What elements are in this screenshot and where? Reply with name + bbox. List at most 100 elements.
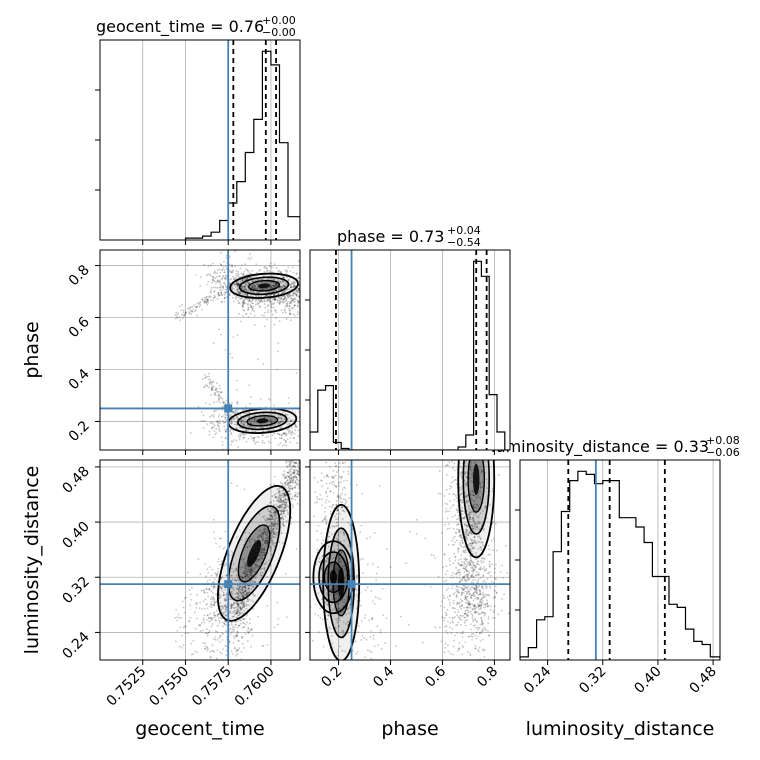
distance-vs-geocent-time-sample-point xyxy=(208,566,211,568)
distance-vs-geocent-time-sample-point xyxy=(238,624,241,627)
phase-vs-geocent-time-sample-point xyxy=(236,284,239,287)
distance-vs-geocent-time-sample-point xyxy=(240,602,243,605)
distance-vs-phase-sample-point xyxy=(452,527,455,530)
distance-vs-phase-sample-point xyxy=(335,618,338,620)
distance-vs-geocent-time-sample-point xyxy=(239,575,242,578)
distance-vs-phase-sample-point xyxy=(487,616,490,618)
distance-vs-phase-sample-point xyxy=(452,602,455,605)
distance-vs-phase-sample-point xyxy=(501,564,504,567)
phase-vs-geocent-time-sample-point xyxy=(288,309,291,312)
distance-vs-geocent-time-sample-point xyxy=(183,597,186,600)
phase-vs-geocent-time-sample-point xyxy=(249,402,252,405)
phase-vs-geocent-time-sample-point xyxy=(234,276,237,279)
phase-vs-geocent-time-sample-point xyxy=(268,420,271,423)
distance-vs-geocent-time-sample-point xyxy=(240,619,242,622)
distance-vs-geocent-time-sample-point xyxy=(271,522,273,525)
distance-vs-geocent-time-sample-point xyxy=(282,508,284,511)
distance-vs-phase-sample-point xyxy=(456,509,458,511)
distance-vs-geocent-time-sample-point xyxy=(286,474,289,477)
distance-vs-geocent-time-sample-point xyxy=(296,452,298,454)
phase-vs-geocent-time-sample-point xyxy=(213,290,216,293)
distance-vs-phase-sample-point xyxy=(481,586,484,589)
distance-vs-geocent-time-sample-point xyxy=(277,618,280,620)
phase-vs-geocent-time-sample-point xyxy=(245,429,248,432)
distance-vs-geocent-time-sample-point xyxy=(205,603,208,606)
distance-vs-geocent-time-sample-point xyxy=(241,627,244,629)
distance-vs-geocent-time-sample-point xyxy=(230,607,233,610)
distance-vs-phase-sample-point xyxy=(468,635,471,637)
distance-vs-geocent-time-sample-point xyxy=(237,610,239,613)
phase-vs-geocent-time-sample-point xyxy=(238,291,240,294)
phase-vs-geocent-time-sample-point xyxy=(283,285,285,287)
phase-vs-geocent-time-sample-point xyxy=(237,283,240,286)
phase-vs-geocent-time-sample-point xyxy=(248,425,251,427)
phase-vs-geocent-time-sample-point xyxy=(239,267,242,270)
distance-vs-geocent-time-sample-point xyxy=(239,591,242,593)
distance-vs-phase-sample-point xyxy=(459,542,462,544)
distance-vs-phase-sample-point xyxy=(461,579,464,582)
distance-vs-geocent-time-sample-point xyxy=(202,589,205,592)
distance-vs-geocent-time-sample-point xyxy=(284,494,287,496)
distance-vs-geocent-time-sample-point xyxy=(283,500,285,502)
distance-vs-phase-sample-point xyxy=(326,539,329,542)
distance-vs-geocent-time-sample-point xyxy=(244,575,246,577)
phase-vs-geocent-time-sample-point xyxy=(289,431,292,434)
distance-vs-geocent-time-sample-point xyxy=(275,524,278,527)
distance-vs-geocent-time-sample-point xyxy=(231,612,234,614)
distance-vs-geocent-time-sample-point xyxy=(269,547,272,549)
distance-vs-geocent-time-sample-point xyxy=(248,532,251,534)
phase-vs-geocent-time-sample-point xyxy=(220,391,223,394)
distance-vs-geocent-time-sample-point xyxy=(248,568,251,571)
phase-vs-geocent-time-sample-point xyxy=(296,425,298,428)
phase-vs-geocent-time-sample-point xyxy=(295,372,298,374)
phase-vs-geocent-time-sample-point xyxy=(282,432,285,435)
distance-vs-geocent-time-sample-point xyxy=(295,461,298,464)
distance-vs-phase-sample-point xyxy=(466,499,468,502)
distance-vs-geocent-time-sample-point xyxy=(244,567,246,569)
distance-vs-geocent-time-sample-point xyxy=(283,494,286,496)
distance-vs-geocent-time-sample-point xyxy=(240,592,242,595)
distance-vs-geocent-time-sample-point xyxy=(220,587,223,590)
phase-vs-geocent-time-sample-point xyxy=(248,281,250,284)
distance-vs-phase-sample-point xyxy=(479,498,482,501)
distance-vs-phase-sample-point xyxy=(445,579,448,582)
distance-vs-geocent-time-sample-point xyxy=(279,510,282,513)
phase-vs-geocent-time-sample-point xyxy=(271,434,274,437)
distance-vs-geocent-time-sample-point xyxy=(292,457,294,459)
distance-vs-geocent-time-sample-point xyxy=(255,566,258,569)
distance-vs-phase-sample-point xyxy=(317,614,320,617)
phase-vs-geocent-time-sample-point xyxy=(250,306,253,308)
distance-vs-phase-sample-point xyxy=(448,461,451,463)
phase-vs-geocent-time-sample-point xyxy=(266,294,269,297)
distance-vs-phase-sample-point xyxy=(441,616,444,619)
phase-vs-geocent-time-sample-point xyxy=(266,288,269,290)
phase-vs-geocent-time-sample-point xyxy=(236,285,239,288)
distance-vs-geocent-time-sample-point xyxy=(230,633,232,635)
phase-vs-geocent-time-sample-point xyxy=(244,421,247,424)
distance-vs-phase-sample-point xyxy=(322,518,325,521)
phase-vs-geocent-time-sample-point xyxy=(284,308,286,311)
distance-vs-geocent-time-sample-point xyxy=(264,539,267,542)
phase-vs-geocent-time-sample-point xyxy=(276,432,279,435)
distance-vs-phase-sample-point xyxy=(469,603,471,605)
distance-vs-geocent-time-sample-point xyxy=(270,532,273,535)
distance-vs-geocent-time-sample-point xyxy=(218,637,221,639)
distance-vs-geocent-time-sample-point xyxy=(245,594,248,597)
phase-vs-geocent-time-sample-point xyxy=(181,304,183,306)
phase-vs-geocent-time-sample-point xyxy=(251,280,254,283)
phase-vs-geocent-time-sample-point xyxy=(257,279,260,281)
distance-vs-geocent-time-sample-point xyxy=(265,531,267,534)
phase-vs-geocent-time-sample-point xyxy=(206,385,209,388)
distance-vs-phase-sample-point xyxy=(484,603,486,606)
distance-vs-geocent-time-sample-point xyxy=(246,593,248,596)
distance-vs-phase-sample-point xyxy=(482,623,484,625)
phase-vs-geocent-time-sample-point xyxy=(205,301,208,303)
phase-vs-geocent-time-sample-point xyxy=(207,298,209,301)
distance-vs-geocent-time-sample-point xyxy=(233,603,235,606)
distance-vs-geocent-time-sample-point xyxy=(244,570,247,573)
distance-vs-geocent-time-sample-point xyxy=(298,461,300,463)
distance-vs-phase-sample-point xyxy=(483,527,485,530)
distance-vs-phase-sample-point xyxy=(463,473,466,475)
phase-vs-geocent-time-sample-point xyxy=(249,253,251,255)
distance-vs-geocent-time-sample-point xyxy=(246,630,249,632)
